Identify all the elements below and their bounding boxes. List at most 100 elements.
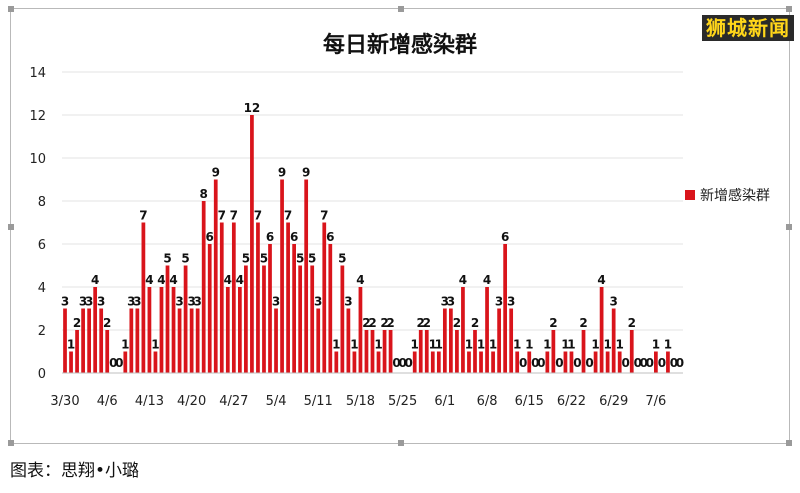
data-label: 1 xyxy=(374,338,382,352)
bar xyxy=(328,244,333,373)
resize-handle-right[interactable] xyxy=(786,224,792,230)
bar xyxy=(189,308,194,373)
bar xyxy=(473,330,477,373)
x-tick-label: 4/13 xyxy=(135,394,164,409)
data-label: 1 xyxy=(525,338,533,352)
data-label: 2 xyxy=(380,316,388,330)
data-label: 2 xyxy=(362,316,370,330)
resize-handle-bottom[interactable] xyxy=(398,440,404,446)
bar xyxy=(412,351,417,373)
bar xyxy=(237,287,242,373)
resize-handle-bottom-right[interactable] xyxy=(786,440,792,446)
data-label: 3 xyxy=(97,295,105,309)
legend: 新增感染群 xyxy=(685,187,770,204)
x-tick-label: 5/4 xyxy=(266,394,287,409)
bar xyxy=(479,351,483,373)
data-label: 4 xyxy=(224,273,232,287)
bar xyxy=(147,287,152,373)
bar xyxy=(491,351,495,373)
data-label: 1 xyxy=(567,338,575,352)
x-tick-label: 5/11 xyxy=(304,394,333,409)
bar xyxy=(461,287,465,373)
bar xyxy=(497,308,501,373)
bar xyxy=(515,351,520,373)
data-label: 0 xyxy=(585,356,593,370)
y-tick-label: 6 xyxy=(38,238,46,253)
data-label: 4 xyxy=(483,273,491,287)
data-label: 4 xyxy=(169,273,177,287)
data-label: 6 xyxy=(266,230,274,244)
resize-handle-left[interactable] xyxy=(8,224,14,230)
data-label: 1 xyxy=(652,338,660,352)
data-label: 1 xyxy=(429,338,437,352)
bar xyxy=(569,351,574,373)
data-label: 5 xyxy=(308,252,316,266)
bar xyxy=(322,222,327,373)
bar xyxy=(382,330,387,373)
data-label: 1 xyxy=(151,338,159,352)
x-tick-label: 4/20 xyxy=(177,394,206,409)
data-label: 3 xyxy=(193,295,201,309)
y-tick-label: 0 xyxy=(38,367,46,382)
data-label: 3 xyxy=(344,295,352,309)
data-label: 3 xyxy=(133,295,141,309)
bar xyxy=(442,308,447,373)
bar xyxy=(207,244,212,373)
chart-grid xyxy=(62,71,683,331)
data-label: 0 xyxy=(555,356,563,370)
chart-title: 每日新增感染群 xyxy=(323,32,477,58)
data-label: 0 xyxy=(115,356,123,370)
data-label: 0 xyxy=(392,356,400,370)
data-label: 3 xyxy=(85,295,93,309)
data-label: 1 xyxy=(477,338,485,352)
bar xyxy=(219,222,224,373)
data-label: 0 xyxy=(646,356,654,370)
data-label: 8 xyxy=(200,187,208,201)
data-label: 0 xyxy=(622,356,630,370)
bar xyxy=(388,330,393,373)
x-tick-label: 5/18 xyxy=(346,394,375,409)
bar xyxy=(449,308,453,373)
data-label: 9 xyxy=(278,166,286,180)
y-tick-label: 2 xyxy=(38,324,46,339)
resize-handle-top[interactable] xyxy=(398,6,404,12)
data-label: 7 xyxy=(139,209,147,223)
bar xyxy=(593,351,598,373)
data-label: 4 xyxy=(459,273,467,287)
x-tick-label: 3/30 xyxy=(50,394,79,409)
bar xyxy=(93,287,98,373)
data-label: 6 xyxy=(290,230,298,244)
chart-caption: 图表：思翔•小璐 xyxy=(10,461,140,481)
data-label: 4 xyxy=(145,273,153,287)
bar xyxy=(165,265,170,373)
data-label: 3 xyxy=(609,295,617,309)
data-label: 3 xyxy=(187,295,195,309)
data-label: 2 xyxy=(417,316,425,330)
bar xyxy=(629,330,634,373)
resize-handle-bottom-left[interactable] xyxy=(8,440,14,446)
bar xyxy=(262,265,266,373)
data-label: 3 xyxy=(314,295,322,309)
data-label: 5 xyxy=(242,252,250,266)
resize-handle-top-right[interactable] xyxy=(786,6,792,12)
data-label: 7 xyxy=(230,209,238,223)
x-tick-label: 6/29 xyxy=(599,394,628,409)
resize-handle-top-left[interactable] xyxy=(8,6,14,12)
bar xyxy=(231,222,236,373)
data-label: 7 xyxy=(320,209,328,223)
data-label: 12 xyxy=(244,101,261,115)
data-label: 5 xyxy=(338,252,346,266)
bar xyxy=(316,308,321,373)
data-label: 3 xyxy=(272,295,280,309)
bar xyxy=(563,351,568,373)
bar xyxy=(225,287,230,373)
x-tick-label: 4/27 xyxy=(219,394,248,409)
data-label: 0 xyxy=(531,356,539,370)
data-label: 7 xyxy=(254,209,262,223)
data-label: 0 xyxy=(658,356,666,370)
data-label: 2 xyxy=(549,316,557,330)
data-label: 3 xyxy=(127,295,135,309)
bar xyxy=(75,330,79,373)
bar xyxy=(105,330,110,373)
